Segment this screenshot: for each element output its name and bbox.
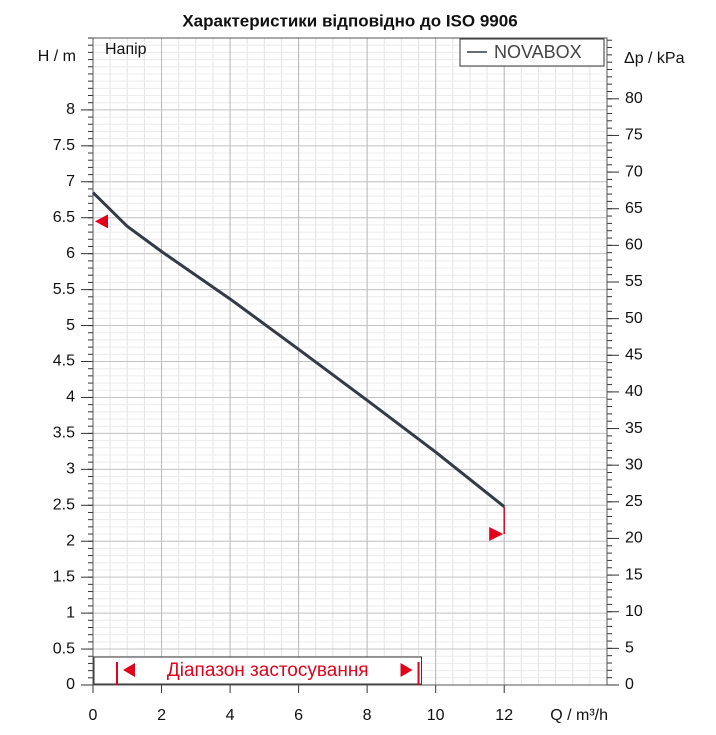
y2-tick-label: 40 [625,383,643,400]
range-box [93,656,423,685]
legend-label: NOVABOX [494,42,582,62]
y-tick-label: 2 [66,532,75,549]
y-tick-label: 6.5 [53,209,75,226]
y-tick-label: 1 [66,604,75,621]
range-arrow-right [400,663,413,677]
x-tick-label: 8 [363,707,372,724]
subtitle: Напір [105,41,147,58]
y2-tick-label: 55 [625,273,643,290]
chart-title: Характеристики відповідно до ISO 9906 [182,11,517,30]
y-tick-label: 3.5 [53,425,75,442]
y2-tick-label: 20 [625,530,643,547]
y2-tick-label: 35 [625,420,643,437]
y2-tick-label: 25 [625,493,643,510]
range-label: Діапазон застосування [167,660,369,681]
x-tick-label: 12 [495,707,513,724]
plot-frame [92,37,608,686]
y-tick-label: 8 [66,101,75,118]
y-tick-label: 4 [66,389,75,406]
y-tick-label: 7.5 [53,137,75,154]
limit-marker [489,527,504,542]
y-tick-label: 3 [66,461,75,478]
x-tick-label: 0 [89,707,98,724]
y-tick-label: 5.5 [53,281,75,298]
x-tick-label: 4 [226,707,235,724]
y2-tick-label: 60 [625,237,643,254]
y-axis-label: H / m [38,48,76,65]
y2-tick-label: 80 [625,90,643,107]
series-line [91,191,506,508]
y2-tick-label: 0 [625,676,634,693]
y2-tick-label: 45 [625,346,643,363]
x-axis-label: Q / m³/h [550,707,608,724]
y2-tick-label: 30 [625,456,643,473]
y2-tick-label: 5 [625,640,634,657]
y-tick-label: 2.5 [53,496,75,513]
x-tick-label: 2 [157,707,166,724]
range-arrow-left [122,663,135,677]
y-tick-label: 7 [66,173,75,190]
y-tick-label: 6 [66,245,75,262]
y2-tick-label: 70 [625,163,643,180]
y-tick-label: 5 [66,317,75,334]
y-tick-label: 0.5 [53,640,75,657]
y-tick-label: 0 [66,676,75,693]
y2-axis-label: Δp / kPa [624,50,685,67]
y2-tick-label: 50 [625,310,643,327]
y2-tick-label: 15 [625,566,643,583]
limit-marker [95,214,108,229]
y2-tick-label: 75 [625,127,643,144]
x-tick-label: 10 [427,707,445,724]
y-tick-label: 4.5 [53,353,75,370]
y2-tick-label: 65 [625,200,643,217]
y-tick-label: 1.5 [53,568,75,585]
y2-tick-label: 10 [625,603,643,620]
x-tick-label: 6 [294,707,303,724]
